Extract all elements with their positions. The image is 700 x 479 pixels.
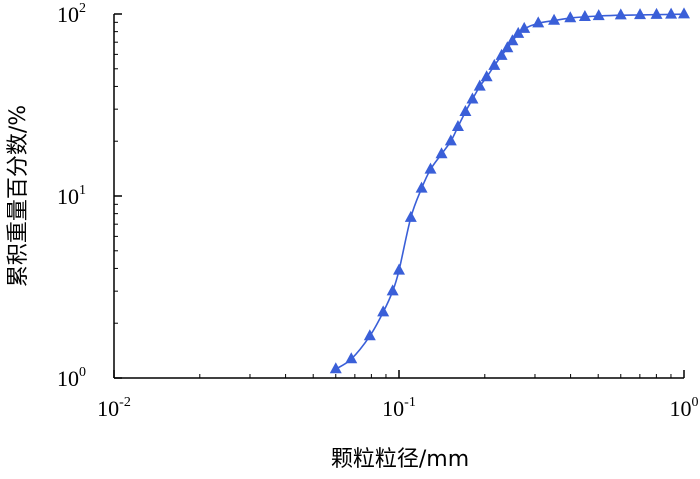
data-point-triangle	[329, 362, 342, 374]
data-point-triangle	[480, 70, 493, 82]
y-axis-label: 累积重量百分数/%	[6, 105, 31, 287]
data-point-triangle	[506, 34, 519, 46]
series-layer	[329, 7, 690, 374]
data-point-triangle	[386, 284, 399, 296]
data-point-triangle	[466, 92, 479, 104]
data-point-triangle	[518, 21, 531, 33]
data-point-triangle	[592, 9, 605, 21]
data-point-triangle	[404, 210, 417, 222]
x-axis-label: 颗粒粒径/mm	[331, 447, 469, 472]
data-point-triangle	[345, 352, 358, 364]
data-point-triangle	[614, 8, 627, 20]
data-point-triangle	[424, 162, 437, 174]
data-point-triangle	[634, 8, 647, 20]
x-tick-label: 100	[670, 395, 699, 421]
data-point-triangle	[459, 105, 472, 117]
data-point-triangle	[665, 7, 678, 19]
data-point-triangle	[501, 41, 514, 53]
data-point-triangle	[363, 329, 376, 341]
data-point-triangle	[473, 79, 486, 91]
y-tick-label: 101	[57, 183, 86, 209]
data-point-triangle	[578, 9, 591, 21]
data-point-triangle	[678, 7, 690, 19]
data-point-triangle	[393, 263, 405, 275]
y-tick-label: 100	[57, 365, 86, 391]
data-point-triangle	[377, 305, 390, 317]
y-ticks: 100 101 102	[57, 1, 122, 391]
data-point-triangle	[435, 147, 448, 159]
axes	[113, 14, 684, 379]
data-point-triangle	[512, 26, 525, 38]
data-point-triangle	[488, 58, 501, 70]
x-tick-label: 10-1	[382, 395, 416, 421]
data-point-triangle	[532, 16, 545, 28]
x-tick-label: 10-2	[97, 395, 131, 421]
x-ticks: 10-2 10-1 100	[97, 370, 699, 421]
data-point-triangle	[564, 11, 577, 23]
data-point-triangle	[548, 13, 561, 25]
data-point-triangle	[444, 134, 457, 146]
data-point-triangle	[415, 181, 428, 193]
data-point-triangle	[451, 119, 464, 131]
data-point-triangle	[650, 7, 663, 19]
y-tick-label: 102	[57, 1, 86, 27]
data-point-triangle	[495, 48, 508, 60]
